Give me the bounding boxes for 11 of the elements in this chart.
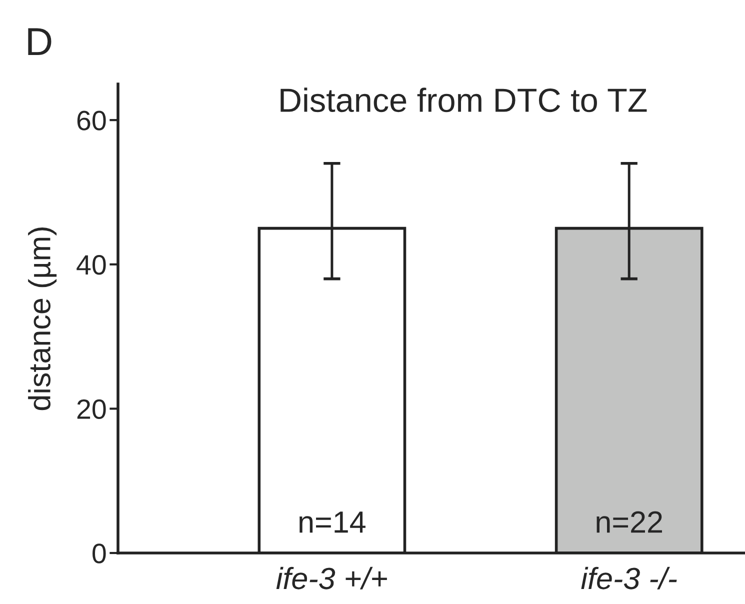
annotation: n=14 <box>300 512 366 533</box>
x-tick-label: ife-3 +/+ <box>276 566 387 590</box>
y-tick-label: 0 <box>92 544 106 564</box>
chart-title: Distance from DTC to TZ <box>280 88 647 112</box>
y-tick-label: 40 <box>76 255 106 275</box>
y-tick-label: 60 <box>77 110 106 130</box>
x-tick-label: ife-3 -/- <box>581 566 677 590</box>
y-tick-label: 20 <box>77 399 106 420</box>
annotation: n=22 <box>596 511 662 533</box>
y-axis-title: distance (µm) <box>28 228 57 410</box>
text: D <box>28 28 52 56</box>
